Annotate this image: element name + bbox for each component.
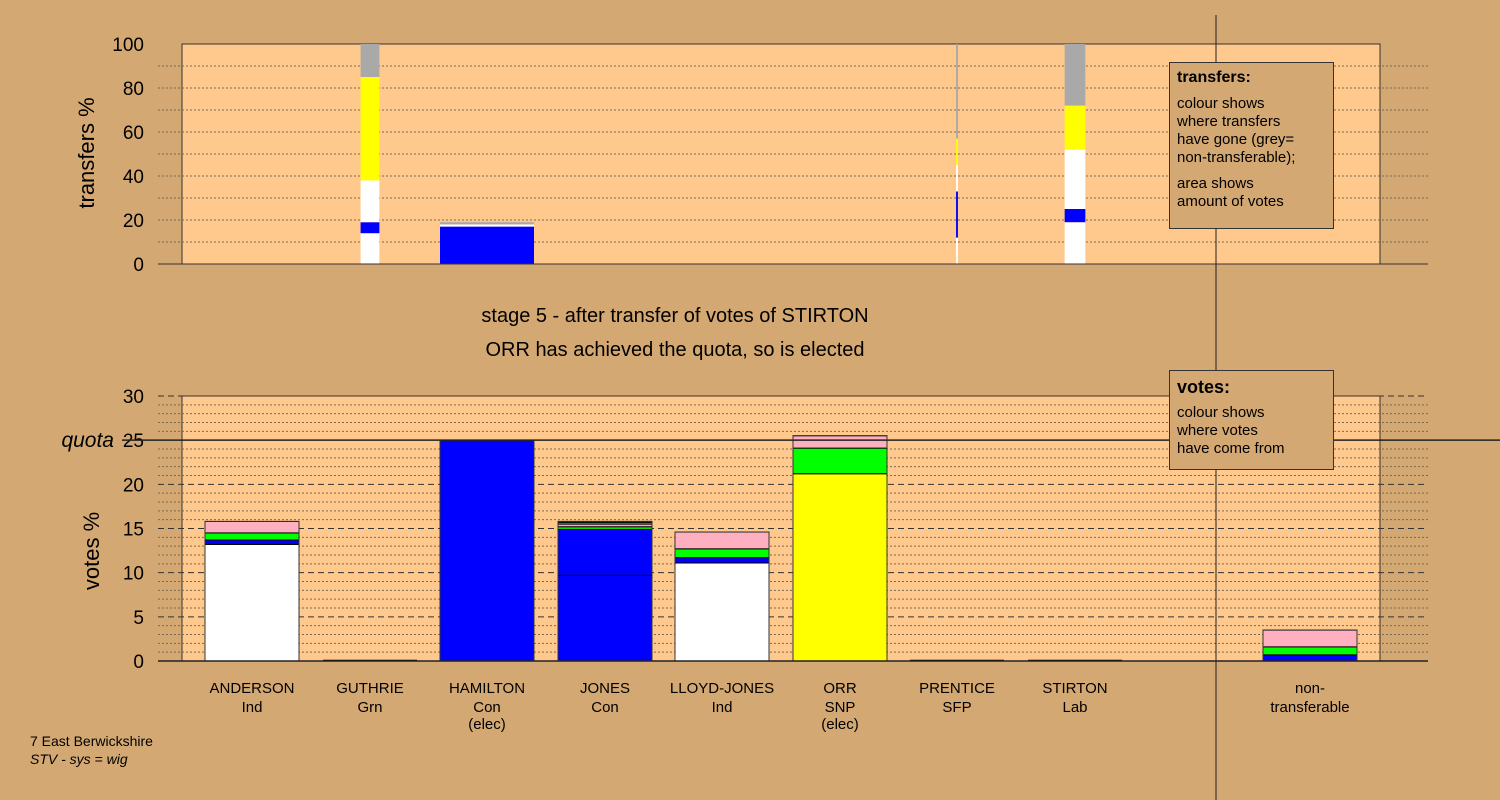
candidate-party-label: Con	[473, 699, 501, 716]
transfer-segment-prentice	[956, 138, 958, 165]
transfer-segment-stirton	[1064, 222, 1086, 264]
transfers-tick-label: 60	[123, 123, 144, 144]
vote-segment	[204, 520, 300, 534]
candidate-party-label: SNP	[825, 699, 856, 716]
candidate-name-label: PRENTICE	[919, 680, 995, 697]
votes-legend-line: colour shows	[1177, 404, 1265, 421]
transfer-segment-prentice	[956, 191, 958, 238]
transfers-tick-label: 0	[133, 255, 144, 276]
vote-segment	[439, 439, 535, 662]
transfer-segment-stirton	[1064, 44, 1086, 106]
candidate-party-label: Ind	[242, 699, 263, 716]
transfers-legend-line: amount of votes	[1177, 193, 1284, 210]
candidate-elected-label: (elec)	[468, 716, 506, 733]
transfer-segment-hamilton	[440, 226, 534, 264]
stage-title: stage 5 - after transfer of votes of STI…	[481, 305, 869, 327]
votes-tick-label: 25	[123, 431, 144, 452]
votes-legend: votes: colour shows where votes have com…	[1169, 370, 1334, 470]
candidate-name-label: JONES	[580, 680, 630, 697]
transfer-segment-stirton	[1064, 209, 1086, 223]
transfer-segment-guthrie	[360, 233, 380, 264]
candidate-name-label: ANDERSON	[209, 680, 294, 697]
candidate-party-label: SFP	[942, 699, 971, 716]
vote-segment	[674, 548, 770, 559]
vote-segment	[792, 435, 888, 449]
transfer-segment-stirton	[1064, 149, 1086, 209]
transfers-tick-label: 40	[123, 167, 144, 188]
vote-segment	[792, 447, 888, 475]
transfers-legend-line: area shows	[1177, 175, 1254, 192]
stage-subtitle: ORR has achieved the quota, so is electe…	[485, 339, 865, 361]
constituency-label: 7 East Berwickshire	[30, 733, 153, 749]
transfer-segment-guthrie	[360, 77, 380, 181]
transfers-legend-title: transfers:	[1177, 69, 1251, 86]
vote-segment	[204, 539, 300, 545]
candidate-name-label: LLOYD-JONES	[670, 680, 774, 697]
transfer-segment-guthrie	[360, 180, 380, 223]
candidate-party-label: Ind	[712, 699, 733, 716]
vote-segment	[674, 562, 770, 662]
votes-tick-label: 0	[133, 652, 144, 673]
candidate-name-label: HAMILTON	[449, 680, 525, 697]
candidate-party-label: Con	[591, 699, 619, 716]
quota-label: quota	[61, 429, 114, 452]
transfer-segment-stirton	[1064, 105, 1086, 150]
candidate-elected-label: (elec)	[821, 716, 859, 733]
votes-axis-title: votes %	[79, 512, 104, 590]
vote-segment	[204, 532, 300, 541]
vote-segment	[792, 473, 888, 662]
vote-segment	[674, 531, 770, 550]
vote-segment	[1262, 646, 1358, 656]
vote-segment	[674, 557, 770, 564]
transfers-tick-label: 80	[123, 79, 144, 100]
vote-segment	[1262, 654, 1358, 662]
transfer-segment-guthrie	[360, 44, 380, 77]
transfer-segment-prentice	[956, 237, 958, 264]
vote-segment	[204, 543, 300, 662]
votes-tick-label: 10	[123, 564, 144, 585]
vote-segment	[557, 528, 653, 576]
candidate-party-label: Lab	[1062, 699, 1087, 716]
votes-tick-label: 15	[123, 520, 144, 541]
transfers-legend-line: colour shows	[1177, 95, 1265, 112]
candidate-party-label: Grn	[357, 699, 382, 716]
candidate-name-label: STIRTON	[1042, 680, 1107, 697]
votes-tick-label: 5	[133, 608, 144, 629]
votes-legend-title: votes:	[1177, 377, 1231, 397]
votes-tick-label: 20	[123, 475, 144, 496]
system-label: STV - sys = wig	[30, 751, 128, 767]
transfer-segment-hamilton	[440, 222, 534, 225]
candidate-name-label: non-	[1295, 680, 1325, 697]
candidate-party-label: transferable	[1270, 699, 1349, 716]
transfer-segment-prentice	[956, 165, 958, 192]
vote-segment	[1262, 629, 1358, 648]
transfer-segment-guthrie	[360, 222, 380, 234]
votes-legend-line: have come from	[1177, 440, 1285, 457]
vote-segment	[557, 574, 653, 662]
transfer-segment-prentice	[956, 44, 958, 139]
transfers-legend-line: where transfers	[1177, 113, 1281, 130]
transfer-segment-hamilton	[440, 224, 534, 227]
votes-tick-label: 30	[123, 387, 144, 408]
transfers-axis-title: transfers %	[74, 97, 99, 208]
transfers-tick-label: 100	[112, 35, 144, 56]
votes-legend-line: where votes	[1177, 422, 1258, 439]
transfers-legend-line: non-transferable);	[1177, 149, 1296, 166]
candidate-name-label: GUTHRIE	[336, 680, 404, 697]
transfers-legend: transfers: colour shows where transfers …	[1169, 62, 1334, 229]
candidate-name-label: ORR	[823, 680, 857, 697]
transfers-legend-line: have gone (grey=	[1177, 131, 1295, 148]
transfers-tick-label: 20	[123, 211, 144, 232]
